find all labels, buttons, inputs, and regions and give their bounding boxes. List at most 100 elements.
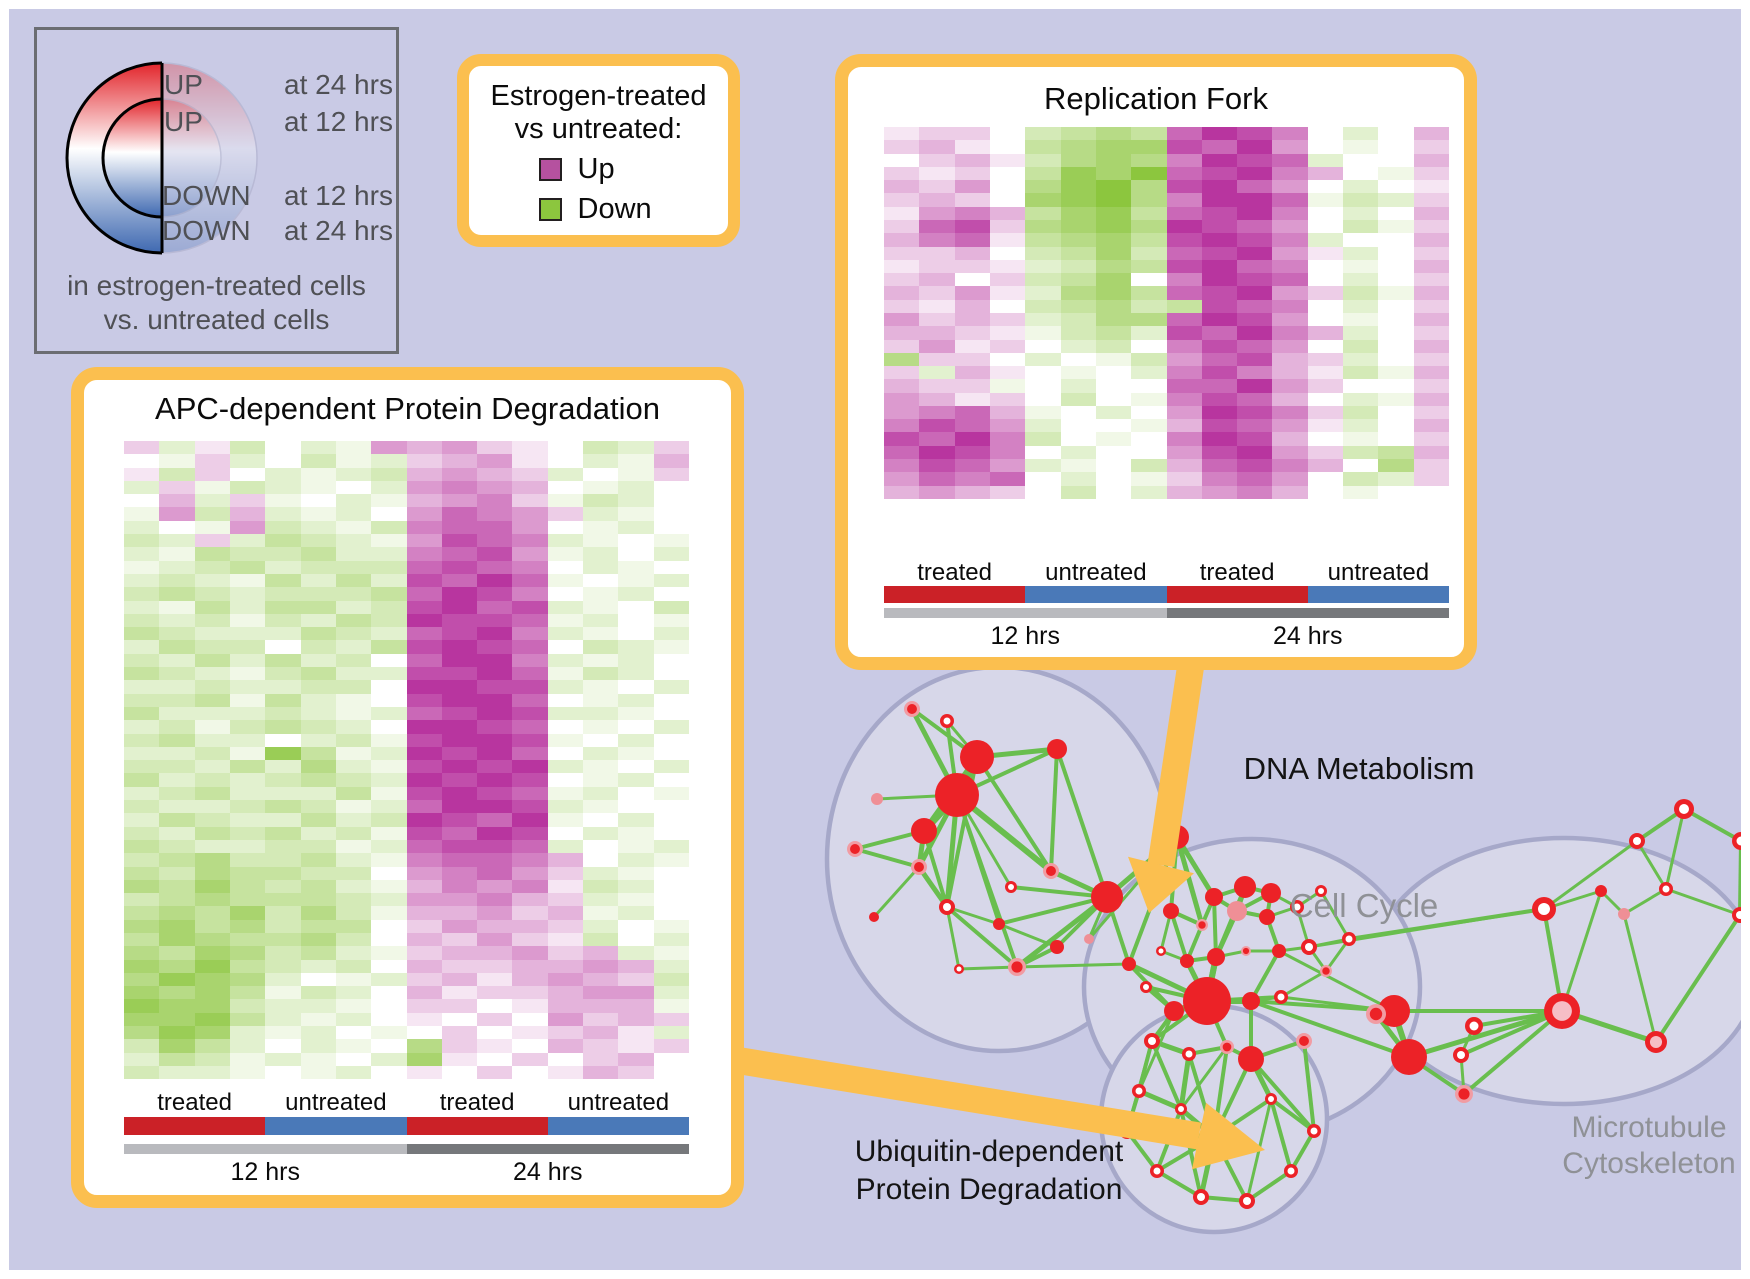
heatmap-cell xyxy=(477,932,513,947)
heatmap-cell xyxy=(547,573,584,588)
time-labels: 12 hrs 24 hrs xyxy=(884,622,1449,651)
heatmap-cell xyxy=(884,299,920,313)
heatmap-cell xyxy=(1343,259,1379,274)
network-edge xyxy=(1280,969,1327,999)
group-label-treated: treated xyxy=(917,559,992,586)
heatmap-cell xyxy=(1131,485,1167,499)
heatmap-cell xyxy=(884,339,920,353)
heatmap-cell xyxy=(229,680,266,694)
heatmap-cell xyxy=(335,893,372,907)
heatmap-cell xyxy=(194,693,230,707)
heatmap-cell xyxy=(1237,259,1273,274)
network-node-ring-pink-center xyxy=(1649,1035,1663,1049)
heatmap-cell xyxy=(1343,180,1379,194)
apc-heatmap xyxy=(124,441,689,1080)
heatmap-cell xyxy=(1131,392,1167,406)
heatmap-cell xyxy=(1272,326,1308,340)
heatmap-cell xyxy=(406,587,442,601)
heatmap-cell xyxy=(653,1039,689,1053)
network-node-ring-center xyxy=(1310,1127,1318,1135)
heatmap-cell xyxy=(335,680,372,694)
heatmap-cell xyxy=(1307,273,1344,287)
heatmap-cell xyxy=(406,1039,442,1053)
heatmap-row xyxy=(124,906,689,920)
heatmap-cell xyxy=(194,853,230,867)
heatmap-cell xyxy=(300,826,336,840)
heatmap-cell xyxy=(547,1012,584,1027)
heatmap-cell xyxy=(194,520,230,535)
heatmap-row xyxy=(124,733,689,747)
bar-12hrs-segment xyxy=(124,1144,407,1154)
network-node-pink xyxy=(1227,901,1247,921)
network-edge xyxy=(1462,1009,1564,1096)
heatmap-cell xyxy=(1378,339,1414,353)
heatmap-cell xyxy=(265,441,301,455)
heatmap-cell xyxy=(1343,392,1379,406)
heatmap-cell xyxy=(919,366,955,380)
heatmap-cell xyxy=(547,1065,584,1080)
heatmap-cell xyxy=(1060,259,1096,274)
heatmap-cell xyxy=(1272,366,1308,380)
heatmap-cell xyxy=(884,312,920,327)
heatmap-row xyxy=(124,959,689,973)
heatmap-cell xyxy=(1413,379,1449,393)
heatmap-cell xyxy=(1131,445,1167,460)
heatmap-cell xyxy=(1343,445,1379,460)
heatmap-row xyxy=(124,826,689,840)
up-label: Up xyxy=(577,153,615,185)
network-node-solid xyxy=(1234,876,1256,898)
heatmap-row xyxy=(884,233,1449,247)
heatmap-cell xyxy=(989,432,1026,446)
heatmap-cell xyxy=(441,919,478,933)
heatmap-cell xyxy=(954,312,990,327)
heatmap-cell xyxy=(441,693,478,707)
heatmap-cell xyxy=(618,932,654,947)
heatmap-cell xyxy=(583,786,619,801)
heatmap-cell xyxy=(1272,180,1308,194)
heatmap-cell xyxy=(406,866,442,880)
heatmap-cell xyxy=(1131,299,1167,313)
time-labels: 12 hrs 24 hrs xyxy=(124,1158,689,1187)
heatmap-cell xyxy=(1060,472,1096,486)
heatmap-cell xyxy=(512,839,548,854)
heatmap-cell xyxy=(1166,459,1202,473)
heatmap-cell xyxy=(441,1052,478,1066)
treated-bar-segment xyxy=(884,586,1026,603)
heatmap-cell xyxy=(406,653,442,668)
heatmap-cell xyxy=(229,959,266,973)
heatmap-cell xyxy=(1025,459,1061,473)
heatmap-cell xyxy=(653,547,689,561)
heatmap-cell xyxy=(1166,193,1202,207)
heatmap-cell xyxy=(124,547,160,561)
heatmap-cell xyxy=(1343,419,1379,433)
heatmap-cell xyxy=(1166,273,1202,287)
heatmap-cell xyxy=(653,959,689,973)
heatmap-cell xyxy=(124,667,160,681)
heatmap-cell xyxy=(989,127,1026,141)
heatmap-cell xyxy=(1060,419,1096,433)
heatmap-cell xyxy=(300,520,336,535)
network-node-solid xyxy=(869,912,879,922)
heatmap-cell xyxy=(335,879,372,894)
heatmap-cell xyxy=(1272,206,1308,220)
heatmap-cell xyxy=(441,986,478,1000)
heatmap-cell xyxy=(512,640,548,654)
heatmap-cell xyxy=(1095,299,1132,313)
heatmap-row xyxy=(884,485,1449,499)
group-label-treated: treated xyxy=(157,1089,232,1116)
heatmap-cell xyxy=(371,919,407,933)
network-edge xyxy=(1560,890,1603,1012)
heatmap-cell xyxy=(477,1026,513,1040)
network-edge xyxy=(1138,1088,1182,1112)
heatmap-cell xyxy=(989,140,1026,154)
heatmap-cell xyxy=(583,1052,619,1066)
heatmap-cell xyxy=(335,1039,372,1053)
heatmap-cell xyxy=(1272,166,1308,181)
heatmap-cell xyxy=(1095,166,1132,181)
heatmap-cell xyxy=(1095,326,1132,340)
heatmap-cell xyxy=(1307,445,1344,460)
heatmap-cell xyxy=(406,946,442,960)
heatmap-cell xyxy=(884,405,920,420)
heatmap-cell xyxy=(583,573,619,588)
heatmap-cell xyxy=(1060,246,1096,260)
